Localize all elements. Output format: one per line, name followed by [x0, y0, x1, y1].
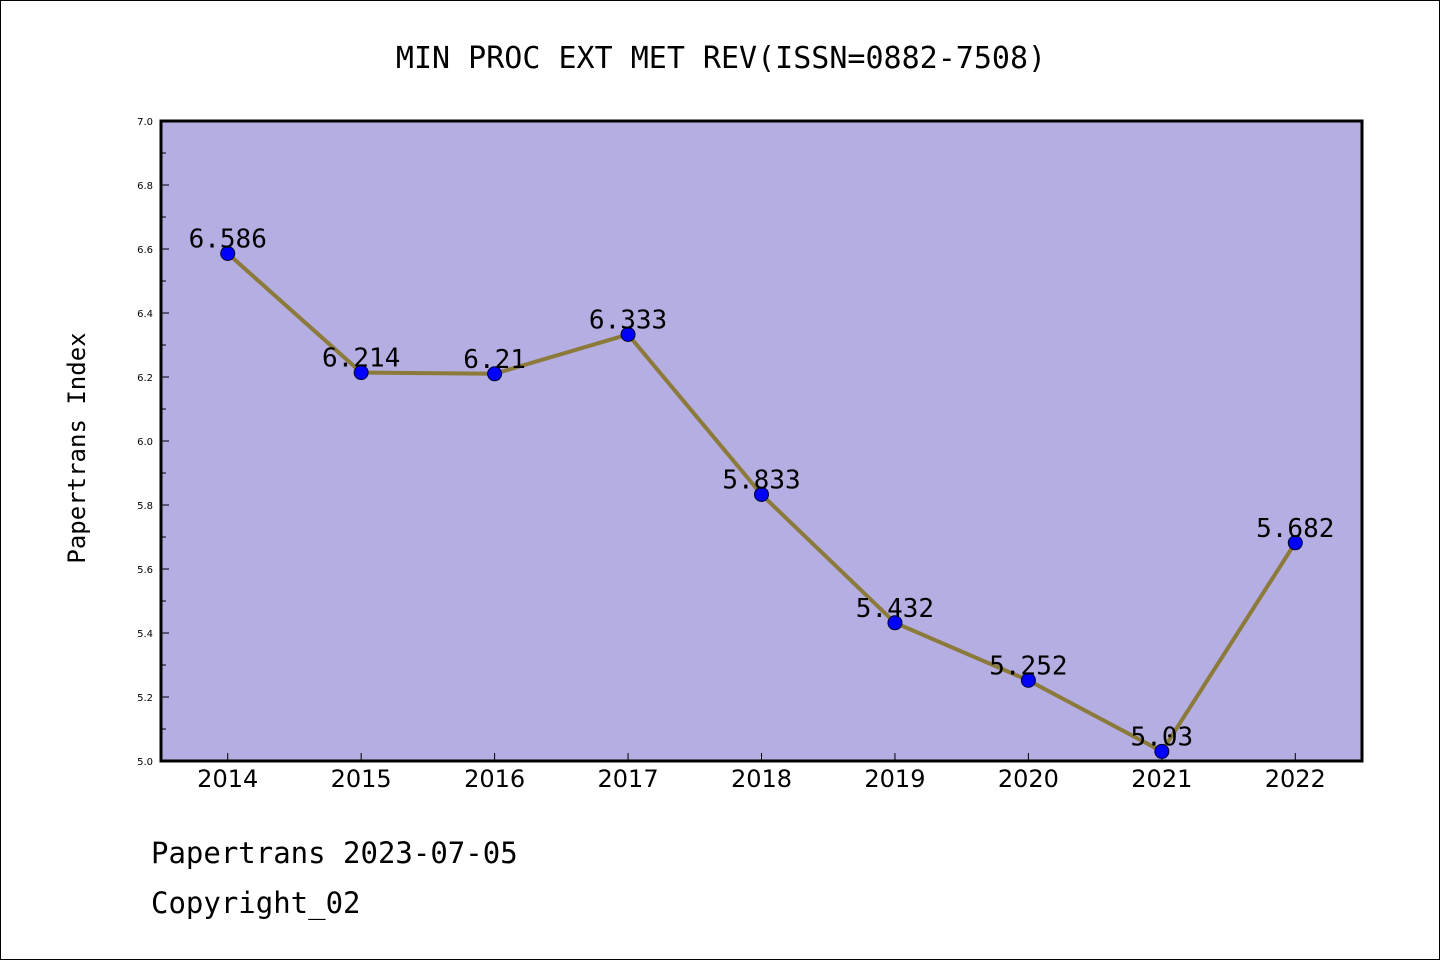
x-tick-label: 2018: [731, 765, 792, 793]
y-tick-label: 5.0: [137, 757, 153, 768]
x-tick-label: 2020: [998, 765, 1059, 793]
data-point: [487, 366, 503, 382]
data-point: [353, 365, 369, 381]
data-label: 6.21: [463, 345, 526, 375]
data-label: 5.682: [1256, 514, 1334, 544]
data-point: [1287, 535, 1303, 551]
x-tick-label: 2015: [331, 765, 392, 793]
x-tick-label: 2014: [197, 765, 258, 793]
y-tick-label: 5.8: [137, 501, 153, 512]
y-tick-label: 5.6: [137, 565, 153, 576]
data-label: 6.214: [322, 344, 400, 374]
data-label: 5.432: [856, 594, 934, 624]
plot-area: [161, 121, 1362, 761]
y-tick-label: 6.4: [137, 309, 153, 320]
data-point: [220, 245, 236, 261]
data-point: [620, 326, 636, 342]
x-tick-label: 2022: [1265, 765, 1326, 793]
y-axis-label: Papertrans Index: [63, 332, 91, 563]
data-series: 6.586 6.214 6.21 6.333 5.833 5.432 5.252 5.03 5.…: [189, 224, 1334, 759]
plot-frame: [159, 119, 1364, 763]
data-label: 5.252: [989, 651, 1067, 681]
y-tick-label: 5.4: [137, 629, 153, 640]
data-label: 5.03: [1131, 722, 1194, 752]
y-tick-label: 6.6: [137, 245, 153, 256]
data-point: [754, 486, 769, 502]
data-label: 6.333: [589, 305, 667, 335]
y-tick-label: 6.2: [137, 373, 153, 384]
y-tick-label: 7.0: [137, 117, 153, 128]
y-tick-label: 6.8: [137, 181, 153, 192]
y-tick-label: 6.0: [137, 437, 153, 448]
data-point: [887, 615, 903, 631]
data-label: 5.833: [722, 465, 800, 495]
data-point: [1154, 743, 1170, 759]
footer-date-line: Papertrans 2023-07-05: [151, 836, 518, 870]
data-label: 6.586: [189, 224, 267, 254]
axis-ticks: 5.0 5.2 5.4 5.6 5.8 6.0 6.2 6.4 6.6 6.8 7.0 2014 201…: [137, 117, 1326, 793]
x-tick-label: 2019: [864, 765, 925, 793]
y-tick-label: 5.2: [137, 693, 153, 704]
x-tick-label: 2016: [464, 765, 525, 793]
x-tick-label: 2017: [598, 765, 659, 793]
footer-copyright-line: Copyright_02: [151, 886, 361, 920]
data-point: [1020, 672, 1036, 688]
x-tick-label: 2021: [1131, 765, 1192, 793]
chart-title: MIN PROC EXT MET REV(ISSN=0882-7508): [396, 41, 1046, 76]
